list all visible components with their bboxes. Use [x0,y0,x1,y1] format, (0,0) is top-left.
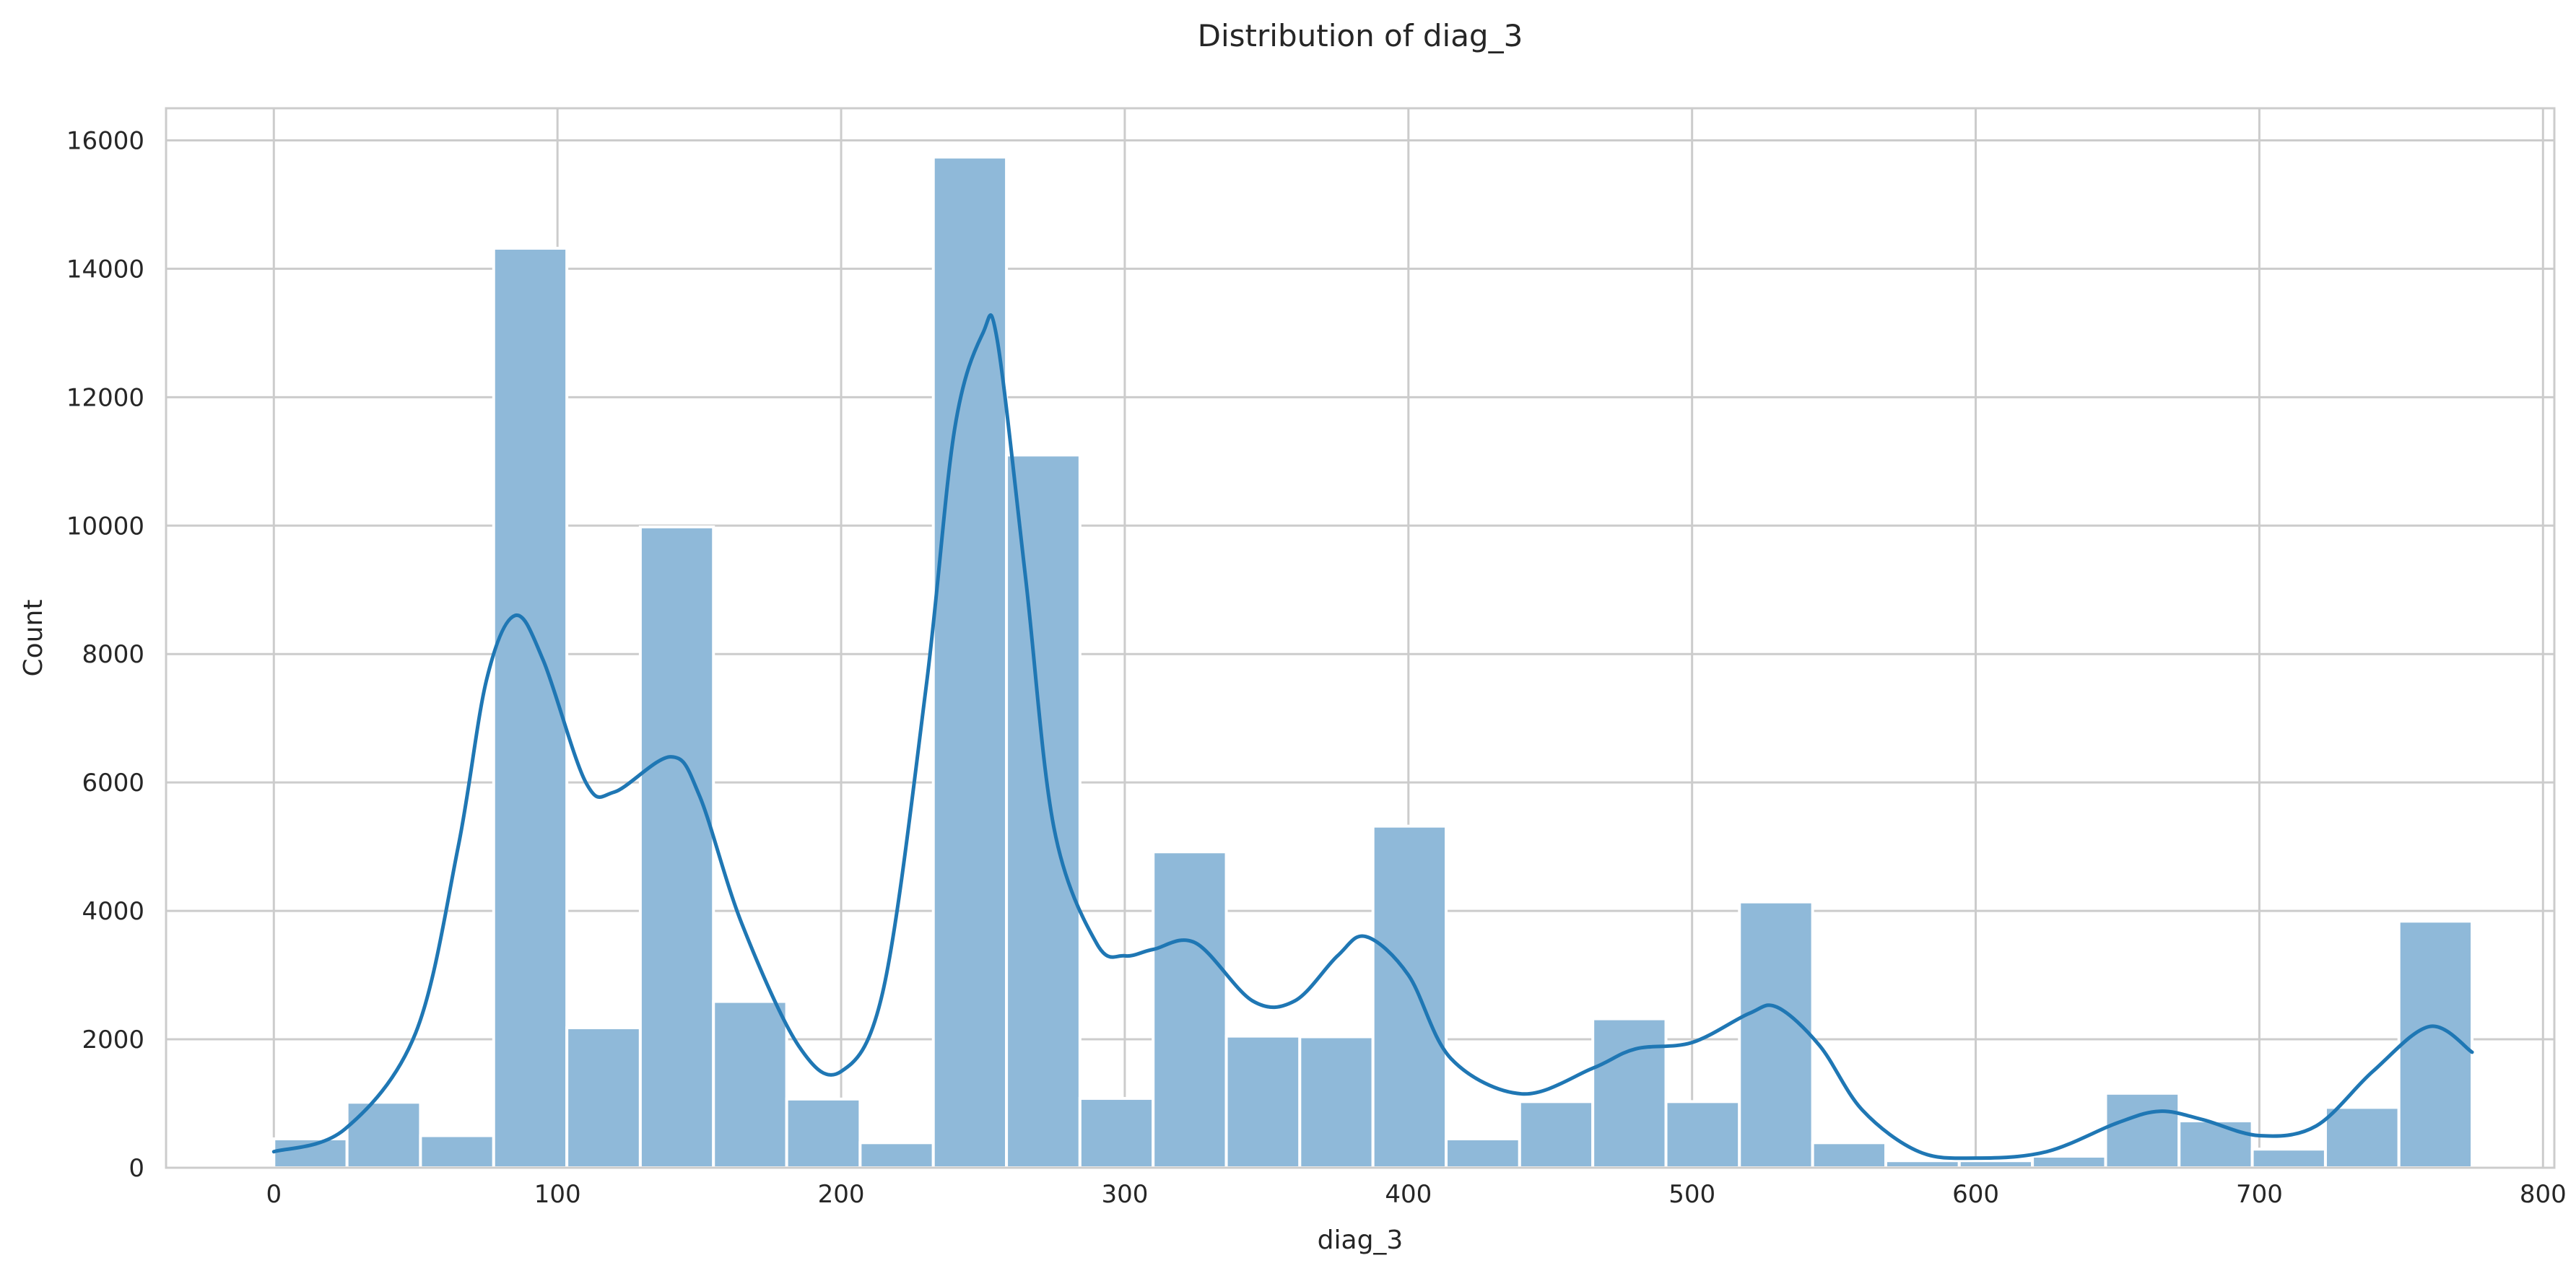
histogram-bar [419,1134,495,1169]
histogram-bar [2323,1106,2401,1170]
histogram-bar [712,1000,788,1169]
plot-frame [165,107,2556,1169]
histogram-bar [785,1097,862,1169]
histogram-bar [638,525,715,1169]
y-axis-title: Count [19,600,48,677]
x-tick-label: 100 [534,1180,581,1209]
histogram-bar [1738,900,1814,1169]
y-tick-label: 8000 [82,640,144,669]
histogram-bar [2104,1091,2181,1170]
kde-line [271,313,2474,1161]
y-tick-label: 4000 [82,897,144,926]
histogram-bar [931,155,1009,1170]
x-tick-label: 600 [1952,1180,1999,1209]
histogram-bar [1298,1035,1375,1170]
histogram-bar [858,1141,935,1169]
histogram-bar [492,246,569,1169]
y-tick-label: 2000 [82,1026,144,1054]
bars-layer [272,155,2474,1170]
histogram-bar [1078,1096,1155,1169]
histogram-bar [2177,1119,2254,1169]
histogram-bar [565,1026,642,1169]
x-tick-label: 500 [1668,1180,1715,1209]
y-tick-label: 10000 [66,512,144,541]
x-tick-label: 0 [266,1180,282,1209]
y-tick-label: 6000 [82,769,144,798]
histogram-bar [1005,453,1082,1169]
histogram-bar [2250,1148,2327,1169]
x-tick-label: 800 [2520,1180,2567,1209]
x-axis-title: diag_3 [1318,1225,1404,1255]
x-tick-label: 700 [2236,1180,2283,1209]
histogram-bar [1591,1017,1668,1170]
histogram-bar [1811,1141,1887,1169]
y-tick-labels: 0 2000 4000 6000 8000 10000 12000 14000 16000 [66,126,144,1183]
x-tick-label: 400 [1385,1180,1432,1209]
histogram-bar [1518,1100,1595,1169]
kde-layer [271,313,2474,1161]
y-tick-label: 14000 [66,255,144,284]
histogram-bar [345,1101,422,1169]
histogram-bar [1224,1034,1302,1169]
histogram-bar [1445,1137,1521,1169]
x-tick-label: 200 [818,1180,865,1209]
histogram-bar [1664,1100,1741,1169]
histogram-bar [1371,824,1448,1169]
y-tick-label: 12000 [66,383,144,412]
y-tick-label: 16000 [66,126,144,155]
histogram-bar [2031,1154,2107,1170]
chart-title: Distribution of diag_3 [1198,18,1523,53]
histogram-bar [272,1137,349,1169]
x-tick-label: 300 [1101,1180,1148,1209]
histogram-bar [1152,850,1228,1169]
y-tick-label: 0 [129,1154,144,1183]
x-tick-labels: 0 100 200 300 400 500 600 700 800 [266,1180,2566,1209]
